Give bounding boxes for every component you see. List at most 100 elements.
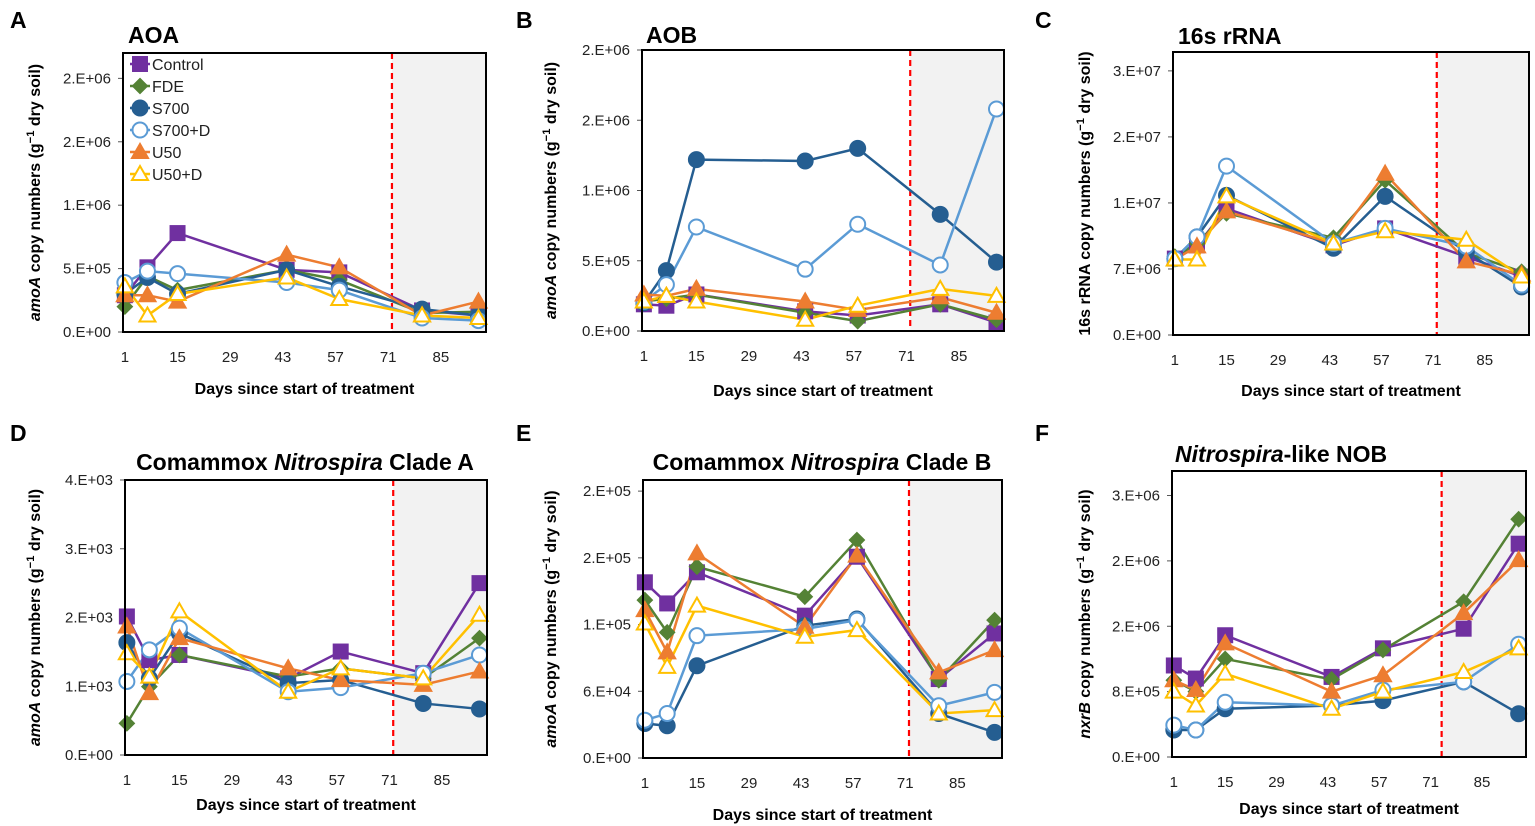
text-segment: AOA xyxy=(128,22,179,48)
series-markers xyxy=(1164,638,1529,716)
data-point xyxy=(1373,665,1393,683)
x-tick-label: 1 xyxy=(1171,352,1179,369)
data-point xyxy=(987,100,1005,118)
y-tick-label: 1.E+07 xyxy=(1113,195,1161,212)
x-tick-label: 43 xyxy=(275,349,292,366)
data-point xyxy=(795,309,815,327)
data-point xyxy=(657,262,675,280)
series-markers xyxy=(115,244,489,323)
legend-marker xyxy=(131,99,149,117)
series-markers xyxy=(634,278,1007,327)
legend-marker xyxy=(131,121,149,139)
data-point xyxy=(137,285,158,303)
data-point xyxy=(278,658,298,676)
data-point xyxy=(139,666,160,684)
data-point xyxy=(986,285,1007,303)
data-point xyxy=(139,683,160,701)
y-tick-label: 2.E+05 xyxy=(583,550,631,567)
data-point xyxy=(413,668,433,686)
data-point xyxy=(636,711,654,729)
data-point xyxy=(1510,510,1528,528)
y-tick-label: 2.E+06 xyxy=(63,134,111,151)
data-point xyxy=(1321,698,1342,716)
data-point xyxy=(849,139,867,157)
data-point xyxy=(795,291,815,309)
x-tick-label: 43 xyxy=(276,772,293,789)
data-point xyxy=(1186,695,1206,713)
x-tick-label: 57 xyxy=(329,772,346,789)
data-point xyxy=(796,152,814,170)
data-point xyxy=(986,683,1004,701)
y-tick-label: 7.E+06 xyxy=(1113,261,1161,278)
legend-entry: U50+D xyxy=(130,163,202,184)
y-axis-label: nxrB copy numbers (g−1 dry soil) xyxy=(1075,489,1094,738)
x-axis-label: Days since start of treatment xyxy=(196,797,416,814)
text-segment: dry soil) xyxy=(543,490,560,557)
legend-label: U50 xyxy=(152,145,181,162)
data-point xyxy=(687,595,707,613)
y-tick-label: 5.E+05 xyxy=(63,261,111,278)
data-point xyxy=(170,646,188,664)
y-tick-label: 2.E+03 xyxy=(65,610,113,627)
y-axis-label: amoA copy numbers (g−1 dry soil) xyxy=(25,489,44,746)
data-point xyxy=(1453,662,1474,680)
series-markers xyxy=(117,601,490,699)
data-point xyxy=(849,215,867,233)
panel-letter: D xyxy=(10,420,27,446)
data-point xyxy=(469,661,490,679)
text-segment: −1 xyxy=(25,556,37,569)
data-point xyxy=(847,620,867,638)
data-point xyxy=(1165,716,1183,734)
data-point xyxy=(931,205,949,223)
x-tick-label: 85 xyxy=(433,349,450,366)
data-point xyxy=(1456,251,1477,269)
data-point xyxy=(687,151,705,169)
text-segment: 16s rRNA xyxy=(1178,23,1282,49)
data-point xyxy=(116,298,134,316)
legend: Control FDE S700 S700+D U50 U50+D xyxy=(130,56,210,184)
x-tick-label: 29 xyxy=(222,349,239,366)
data-point xyxy=(987,253,1005,271)
data-point xyxy=(687,543,707,561)
data-point xyxy=(930,278,950,296)
text-segment: amoA xyxy=(543,275,560,319)
series-markers xyxy=(635,595,1005,721)
text-segment: Nitrospira xyxy=(791,449,900,475)
y-tick-label: 0.E+00 xyxy=(583,750,631,767)
y-tick-label: 1.E+03 xyxy=(65,678,113,695)
data-point xyxy=(276,244,297,262)
x-tick-label: 15 xyxy=(688,348,705,365)
data-point xyxy=(688,627,706,645)
data-point xyxy=(118,672,136,690)
data-point xyxy=(656,285,677,303)
legend-entry: Control xyxy=(130,56,204,74)
panel-d: D Comammox Nitrospira Clade A 0.E+00 1.E+03… xyxy=(10,420,490,814)
plot-frame xyxy=(641,49,1005,332)
data-point xyxy=(471,629,488,647)
series-markers xyxy=(1164,550,1529,699)
panel-title: Comammox Nitrospira Clade B xyxy=(653,449,992,475)
x-tick-label: 1 xyxy=(121,349,129,366)
data-point xyxy=(138,262,156,280)
y-axis-label: amoA copy numbers (g−1 dry soil) xyxy=(25,64,44,321)
y-tick-label: 0.E+00 xyxy=(63,324,111,341)
data-point xyxy=(278,681,298,699)
legend-marker xyxy=(130,141,150,159)
data-point xyxy=(414,694,432,712)
text-segment: Nitrospira xyxy=(1175,441,1284,467)
y-tick-label: 2.E+06 xyxy=(63,70,111,87)
x-axis-label: Days since start of treatment xyxy=(1239,801,1459,818)
x-tick-label: 85 xyxy=(434,772,451,789)
data-point xyxy=(1510,535,1527,552)
panel-letter: B xyxy=(516,7,533,33)
data-point xyxy=(118,714,136,732)
data-point xyxy=(1375,221,1395,239)
x-tick-label: 15 xyxy=(689,775,706,792)
panel-c: C 16s rRNA 0.E+00 7.E+06 1.E+07 2.E+07 3.E+07 1… xyxy=(1035,7,1532,400)
y-tick-label: 3.E+03 xyxy=(65,541,113,558)
x-tick-label: 85 xyxy=(951,348,968,365)
y-tick-label: 5.E+05 xyxy=(582,253,630,270)
data-point xyxy=(929,662,949,680)
text-segment: Comammox xyxy=(136,449,274,475)
data-point xyxy=(1455,620,1472,637)
